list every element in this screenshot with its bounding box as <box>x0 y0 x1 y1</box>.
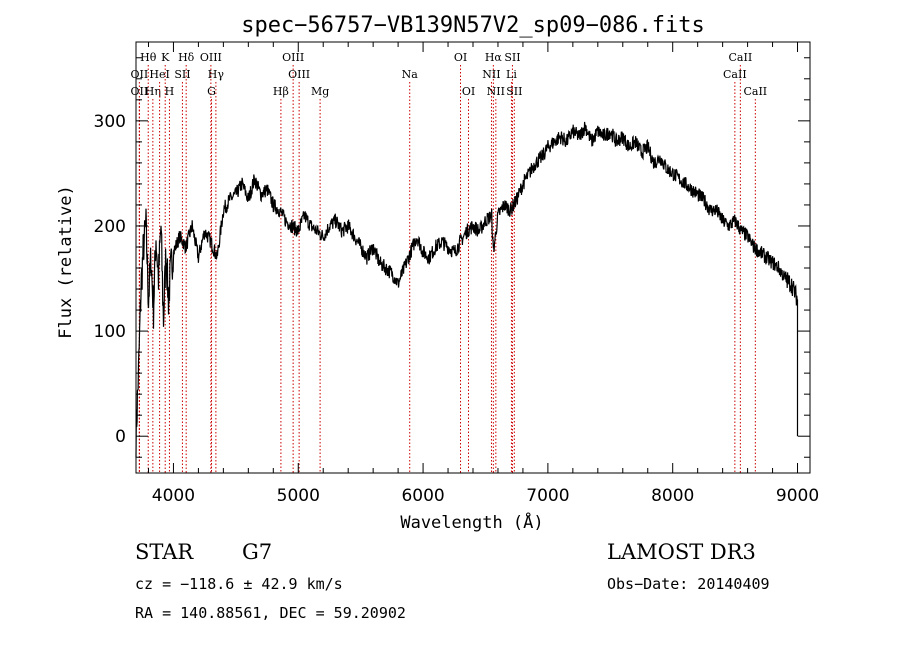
y-tick-label: 100 <box>94 322 126 342</box>
spectral-line-label: OI <box>454 51 467 64</box>
spectral-line-label: G <box>207 85 216 98</box>
spectral-line-label: CaII <box>723 68 747 81</box>
survey-name: LAMOST DR3 <box>607 540 756 564</box>
x-tick-label: 8000 <box>651 486 694 506</box>
spectral-line-label: SII <box>506 85 522 98</box>
object-class: STAR <box>135 540 194 564</box>
spectral-line-label: CaII <box>729 51 753 64</box>
spectral-line-label: Li <box>506 68 517 81</box>
spectral-line-label: K <box>161 51 170 64</box>
spectral-line-label: OII <box>131 68 149 81</box>
y-axis-ticks: 0 100 200 300 <box>94 57 810 458</box>
spectral-line-label: Na <box>402 68 419 81</box>
spectral-line-label: Hδ <box>178 51 195 64</box>
spectral-line-label: SII <box>504 51 520 64</box>
spectral-line-label: Hα <box>485 51 503 64</box>
y-tick-label: 0 <box>115 427 126 447</box>
spectral-line-label: Hθ <box>140 51 157 64</box>
spectral-line-label: OIII <box>282 51 304 64</box>
spectral-line-label: OIII <box>288 68 310 81</box>
flux-series-line <box>135 121 799 458</box>
coordinates: RA = 140.88561, DEC = 59.20902 <box>135 604 406 622</box>
y-tick-label: 300 <box>94 112 126 132</box>
x-tick-label: 7000 <box>526 486 569 506</box>
x-tick-label: 5000 <box>277 486 320 506</box>
chart-title: spec−56757−VB139N57V2_sp09−086.fits <box>241 13 705 38</box>
plot-frame <box>135 41 811 474</box>
spectral-line-label: NII <box>487 85 505 98</box>
spectral-line-label: HeI <box>149 68 169 81</box>
spectral-line-label: OII <box>131 85 149 98</box>
redshift-velocity: cz = −118.6 ± 42.9 km/s <box>135 575 343 593</box>
spectral-line-label: OI <box>462 85 475 98</box>
spectral-line-label: SII <box>174 68 190 81</box>
x-axis-label: Wavelength (Å) <box>400 511 543 533</box>
spectral-line-label: OIII <box>200 51 222 64</box>
spectral-line-label: NII <box>482 68 500 81</box>
x-tick-label: 9000 <box>776 486 819 506</box>
observation-date: Obs−Date: 20140409 <box>607 575 770 593</box>
spectral-line-label: Hγ <box>208 68 225 81</box>
spectral-line-label: Mg <box>311 85 329 98</box>
x-tick-label: 6000 <box>401 486 444 506</box>
object-subclass: G7 <box>242 540 273 564</box>
y-tick-label: 200 <box>94 217 126 237</box>
y-axis-label: Flux (relative) <box>56 185 76 339</box>
x-tick-label: 4000 <box>152 486 195 506</box>
spectral-line-label: Hβ <box>273 85 289 98</box>
spectral-line-label: H <box>165 85 175 98</box>
spectral-line-label: CaII <box>743 85 767 98</box>
x-axis-ticks: 4000 5000 6000 7000 8000 9000 <box>147 42 819 506</box>
spectral-line-label: Hη <box>145 85 161 98</box>
